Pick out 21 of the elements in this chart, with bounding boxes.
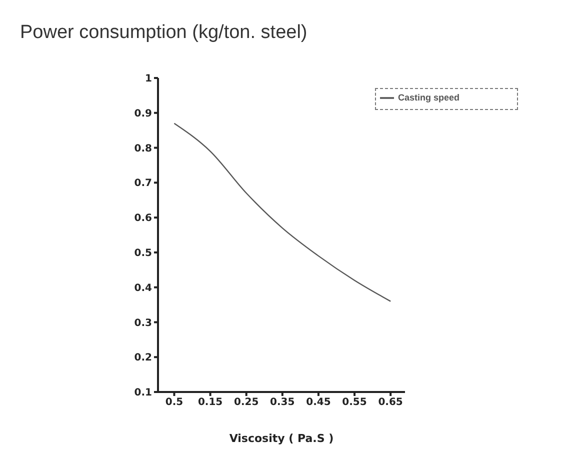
y-tick-label: 0.5 <box>134 248 152 259</box>
legend-label: Casting speed <box>398 92 460 102</box>
x-tick-label: 0.35 <box>270 397 295 408</box>
x-tick-label: 0.65 <box>378 397 403 408</box>
y-tick-label: 0.8 <box>134 143 152 154</box>
y-tick-label: 0.6 <box>134 213 152 224</box>
x-tick-label: 0.25 <box>234 397 259 408</box>
y-tick-label: 1 <box>145 74 152 85</box>
x-tick-label: 0.45 <box>306 397 331 408</box>
x-tick-label: 0.55 <box>342 397 367 408</box>
chart-title: Power consumption (kg/ton. steel) <box>20 22 308 44</box>
y-tick-label: 0.2 <box>134 352 152 364</box>
line-series <box>174 122 392 302</box>
y-tick-label: 0.3 <box>134 318 152 329</box>
x-axis-title: Viscosity ( Pa.S ) <box>229 432 334 445</box>
x-tick-label: 0.15 <box>198 397 223 408</box>
y-tick-label: 0.7 <box>134 178 152 190</box>
x-tick-label: 0.5 <box>165 397 184 408</box>
y-tick-label: 0.9 <box>134 108 152 120</box>
y-tick-label: 0.1 <box>134 388 152 399</box>
y-tick-label: 0.4 <box>134 282 152 294</box>
